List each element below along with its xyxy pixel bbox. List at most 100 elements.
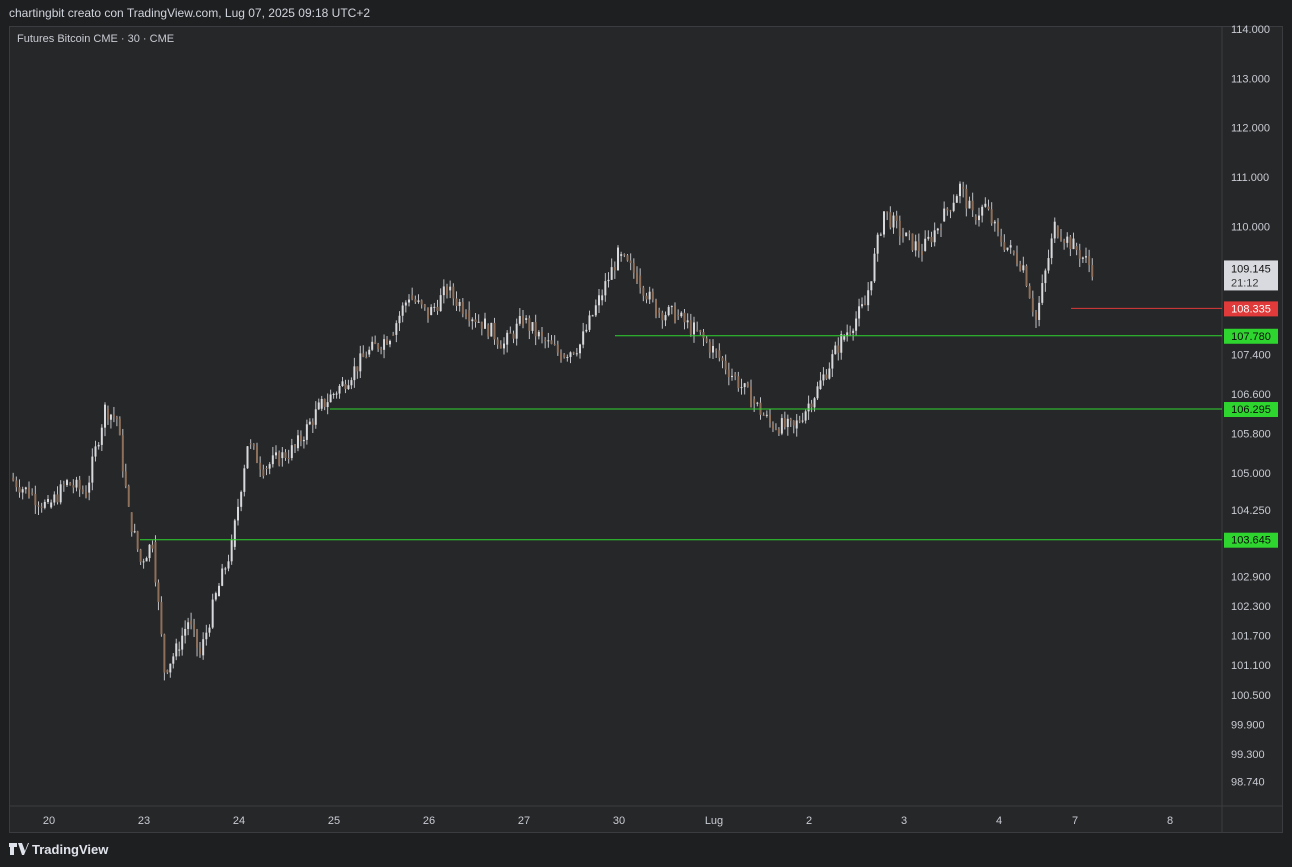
candle-body <box>338 385 341 394</box>
candle-body <box>886 211 889 213</box>
candle-body <box>465 313 467 318</box>
candle-body <box>1019 263 1022 271</box>
candle-body <box>604 281 607 296</box>
candle-body <box>172 656 175 664</box>
price-tick-label: 105.800 <box>1231 428 1271 440</box>
candle-body <box>661 312 664 321</box>
resistance-price-tag-label: 108.335 <box>1231 303 1271 315</box>
candle-body <box>97 444 100 447</box>
candle-body <box>408 299 410 303</box>
candle-body <box>993 221 996 224</box>
candle-body <box>1050 238 1053 259</box>
candle-body <box>365 356 368 358</box>
candle-body <box>591 315 594 317</box>
candle-body <box>455 298 458 306</box>
candle-body <box>169 663 172 673</box>
candle-body <box>398 315 401 324</box>
candle-body <box>151 544 154 549</box>
candle-body <box>160 601 163 635</box>
candle-body <box>632 263 635 273</box>
candle-body <box>588 315 591 330</box>
candle-body <box>750 386 752 408</box>
candle-body <box>849 332 852 334</box>
price-tick-label: 111.000 <box>1231 172 1269 184</box>
candle-body <box>136 531 139 550</box>
candle-body <box>91 456 94 483</box>
candle-body <box>955 196 958 203</box>
candle-body <box>990 209 993 224</box>
candle-body <box>480 321 483 329</box>
candle-body <box>1025 265 1028 287</box>
candle-body <box>371 341 374 350</box>
price-tick-label: 113.000 <box>1231 73 1270 85</box>
candle-body <box>427 307 429 319</box>
candle-body <box>834 345 837 355</box>
chart-pane[interactable] <box>9 26 1283 833</box>
price-chart[interactable]: 114.000 113.000 112.000 111.000 110.000 107.4… <box>0 0 1292 835</box>
candle-body <box>383 339 386 350</box>
candle-body <box>1085 256 1087 258</box>
candle-body <box>305 424 308 440</box>
candle-body <box>127 486 130 507</box>
candle-body <box>420 300 423 305</box>
candle-body <box>121 435 124 472</box>
candle-body <box>949 210 952 212</box>
candle-body <box>639 275 642 288</box>
candle-body <box>275 452 277 456</box>
candle-body <box>563 354 566 358</box>
candle-body <box>771 423 774 429</box>
candle-body <box>786 418 789 428</box>
time-tick-label: 26 <box>423 815 435 827</box>
candle-body <box>1031 298 1034 312</box>
candle-body <box>118 418 121 436</box>
candle-body <box>873 253 876 282</box>
candle-body <box>825 374 828 379</box>
candle-body <box>294 445 296 447</box>
candle-body <box>350 380 353 386</box>
candle-body <box>902 236 904 238</box>
candle-body <box>702 332 705 339</box>
candle-body <box>1038 302 1041 320</box>
candle-body <box>1069 236 1072 250</box>
candle-body <box>75 479 78 488</box>
candle-body <box>100 427 103 445</box>
candle-body <box>705 338 708 342</box>
candle-body <box>623 254 626 256</box>
candle-body <box>166 670 169 673</box>
price-tick-label: 101.100 <box>1231 660 1271 672</box>
last-price-tag <box>1224 260 1278 291</box>
candle-body <box>163 634 166 673</box>
candle-body <box>196 629 199 648</box>
candle-body <box>50 502 53 508</box>
candle-body <box>157 582 160 602</box>
candle-body <box>867 290 870 306</box>
candle-body <box>607 279 610 282</box>
candle-body <box>789 418 792 421</box>
candle-body <box>404 302 407 306</box>
brand-name[interactable]: TradingView <box>32 842 109 857</box>
candle-body <box>1053 221 1056 239</box>
candle-body <box>237 506 239 521</box>
price-tick-label: 100.500 <box>1231 690 1271 702</box>
candle-body <box>181 635 184 650</box>
candle-body <box>190 620 193 625</box>
candle-body <box>468 310 471 322</box>
candle-body <box>458 301 461 306</box>
tradingview-logo-icon[interactable] <box>9 843 29 857</box>
candle-body <box>613 267 616 271</box>
candle-body <box>959 183 961 197</box>
candle-body <box>807 403 810 412</box>
candle-body <box>506 332 509 345</box>
time-tick-label: 23 <box>138 815 150 827</box>
candle-body <box>822 374 825 381</box>
candle-body <box>917 241 920 252</box>
candle-body <box>946 208 949 211</box>
price-tick-label: 104.250 <box>1231 505 1271 517</box>
symbol-legend[interactable]: Futures Bitcoin CME · 30 · CME <box>17 33 175 45</box>
candle-body <box>1063 240 1066 243</box>
candle-body <box>94 446 97 457</box>
candle-body <box>792 420 795 426</box>
price-tick-label: 106.600 <box>1231 389 1271 401</box>
candle-body <box>528 318 531 331</box>
candle-body <box>924 238 927 251</box>
